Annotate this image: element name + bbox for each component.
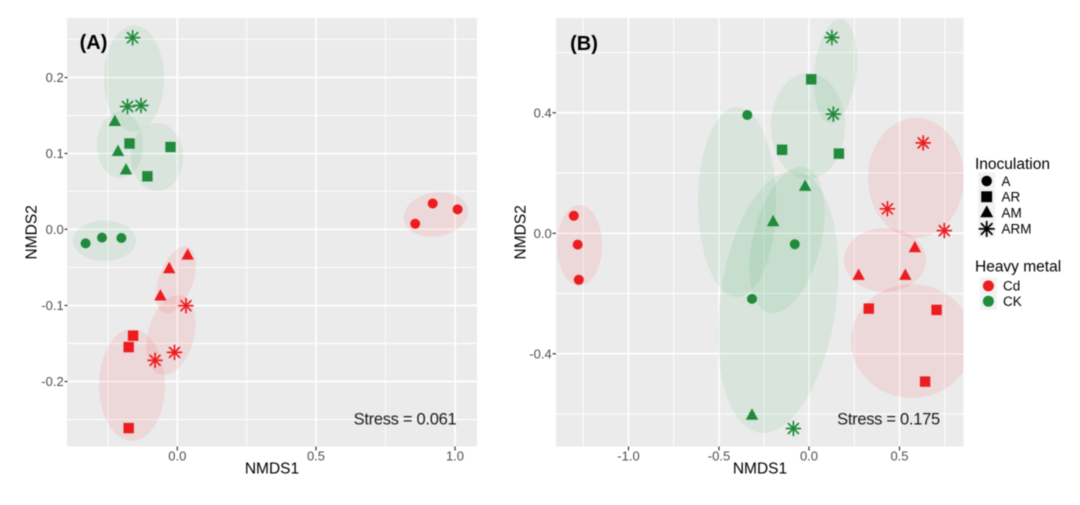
svg-text:Heavy metal: Heavy metal	[975, 259, 1061, 276]
svg-text:A: A	[1002, 174, 1011, 189]
svg-text:0.0: 0.0	[800, 449, 818, 464]
svg-text:ARM: ARM	[1002, 222, 1032, 237]
svg-text:-0.4: -0.4	[529, 346, 551, 361]
svg-text:Stress = 0.175: Stress = 0.175	[837, 411, 940, 429]
svg-text:NMDS2: NMDS2	[24, 205, 41, 259]
svg-text:-0.5: -0.5	[708, 449, 730, 464]
svg-text:-1.0: -1.0	[617, 449, 639, 464]
svg-text:NMDS1: NMDS1	[733, 461, 787, 478]
svg-text:NMDS1: NMDS1	[245, 461, 299, 478]
svg-text:0.0: 0.0	[46, 222, 64, 237]
svg-text:AM: AM	[1002, 205, 1022, 220]
svg-text:0.0: 0.0	[168, 449, 186, 464]
svg-text:0.0: 0.0	[534, 226, 552, 241]
svg-text:Inoculation: Inoculation	[975, 156, 1050, 173]
svg-text:Stress = 0.061: Stress = 0.061	[354, 411, 457, 429]
svg-text:0.5: 0.5	[307, 449, 325, 464]
svg-text:0.2: 0.2	[46, 70, 64, 85]
svg-text:(A): (A)	[80, 32, 108, 54]
svg-text:(B): (B)	[570, 33, 598, 55]
svg-text:-0.1: -0.1	[41, 298, 63, 313]
svg-text:Cd: Cd	[1003, 279, 1020, 294]
svg-text:0.5: 0.5	[890, 449, 908, 464]
svg-text:NMDS2: NMDS2	[513, 205, 530, 259]
svg-text:AR: AR	[1002, 190, 1021, 205]
svg-text:0.1: 0.1	[46, 146, 64, 161]
svg-text:1.0: 1.0	[446, 449, 464, 464]
svg-text:0.4: 0.4	[534, 105, 552, 120]
svg-text:CK: CK	[1003, 294, 1022, 309]
svg-text:-0.2: -0.2	[41, 374, 63, 389]
